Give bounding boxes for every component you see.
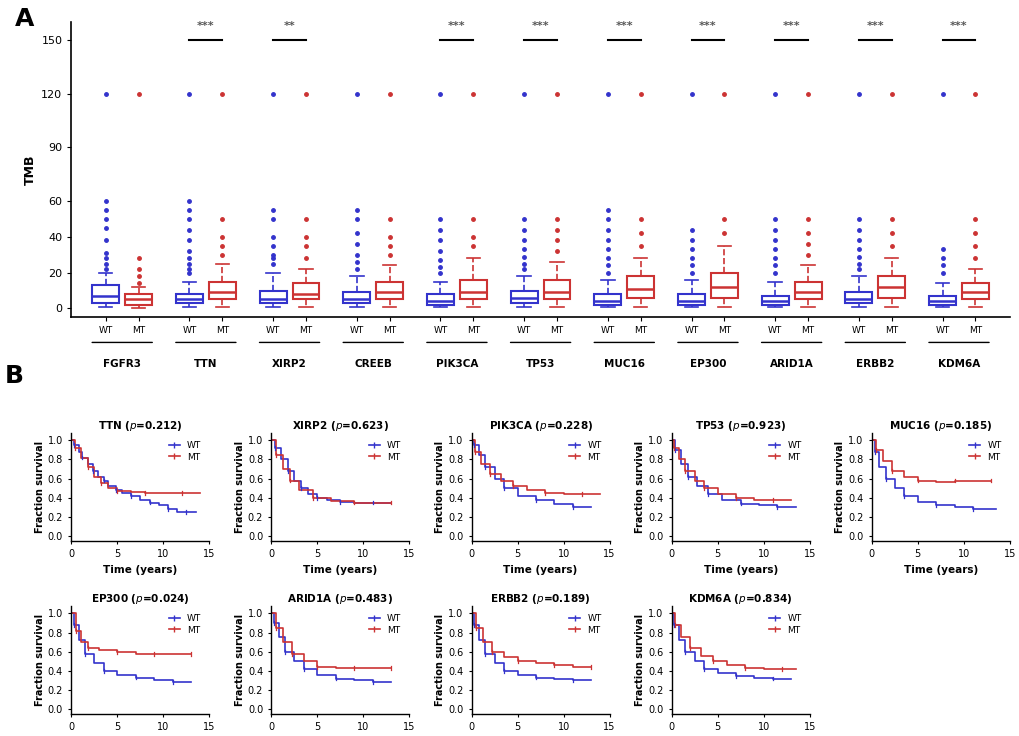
PathPatch shape (376, 282, 403, 300)
Legend: WT, MT: WT, MT (965, 437, 1005, 465)
X-axis label: Time (years): Time (years) (903, 565, 977, 575)
Text: TP53: TP53 (526, 358, 554, 369)
Text: ***: *** (531, 21, 549, 31)
Text: XIRP2: XIRP2 (272, 358, 307, 369)
X-axis label: Time (years): Time (years) (303, 565, 377, 575)
Title: MUC16 ($p$=0.185): MUC16 ($p$=0.185) (889, 419, 991, 433)
Title: XIRP2 ($p$=0.623): XIRP2 ($p$=0.623) (291, 419, 388, 433)
Title: TTN ($p$=0.212): TTN ($p$=0.212) (98, 419, 182, 433)
Y-axis label: Fraction survival: Fraction survival (234, 441, 245, 533)
Y-axis label: Fraction survival: Fraction survival (835, 441, 845, 533)
Legend: WT, MT: WT, MT (365, 610, 405, 638)
PathPatch shape (125, 294, 152, 305)
PathPatch shape (678, 294, 704, 305)
Text: ***: *** (614, 21, 633, 31)
Y-axis label: Fraction survival: Fraction survival (234, 614, 245, 706)
Text: TTN: TTN (194, 358, 217, 369)
Y-axis label: Fraction survival: Fraction survival (35, 614, 45, 706)
X-axis label: Time (years): Time (years) (103, 565, 177, 575)
Text: ERBB2: ERBB2 (855, 358, 894, 369)
PathPatch shape (93, 285, 119, 303)
Text: CREEB: CREEB (354, 358, 391, 369)
PathPatch shape (627, 276, 653, 297)
Text: ***: *** (866, 21, 883, 31)
Legend: WT, MT: WT, MT (565, 437, 604, 465)
PathPatch shape (961, 283, 987, 300)
PathPatch shape (460, 280, 486, 300)
X-axis label: Time (years): Time (years) (703, 565, 777, 575)
Text: B: B (5, 364, 24, 389)
PathPatch shape (928, 296, 955, 305)
Legend: WT, MT: WT, MT (365, 437, 405, 465)
Y-axis label: Fraction survival: Fraction survival (635, 614, 645, 706)
Y-axis label: Fraction survival: Fraction survival (35, 441, 45, 533)
Text: MUC16: MUC16 (603, 358, 644, 369)
PathPatch shape (877, 276, 904, 297)
PathPatch shape (292, 283, 319, 300)
Text: ARID1A: ARID1A (769, 358, 813, 369)
Text: KDM6A: KDM6A (936, 358, 979, 369)
Legend: WT, MT: WT, MT (165, 437, 205, 465)
Title: TP53 ($p$=0.923): TP53 ($p$=0.923) (694, 419, 786, 433)
Text: ***: *** (698, 21, 716, 31)
Title: KDM6A ($p$=0.834): KDM6A ($p$=0.834) (688, 592, 792, 606)
Y-axis label: Fraction survival: Fraction survival (635, 441, 645, 533)
Text: EP300: EP300 (689, 358, 726, 369)
Legend: WT, MT: WT, MT (565, 610, 604, 638)
X-axis label: Time (years): Time (years) (503, 565, 577, 575)
Legend: WT, MT: WT, MT (765, 437, 804, 465)
PathPatch shape (761, 296, 788, 305)
Text: ***: *** (197, 21, 214, 31)
Legend: WT, MT: WT, MT (765, 610, 804, 638)
Title: ERBB2 ($p$=0.189): ERBB2 ($p$=0.189) (490, 592, 590, 606)
PathPatch shape (343, 292, 370, 303)
Title: PIK3CA ($p$=0.228): PIK3CA ($p$=0.228) (488, 419, 592, 433)
Text: ***: *** (950, 21, 967, 31)
Title: EP300 ($p$=0.024): EP300 ($p$=0.024) (91, 592, 190, 606)
Text: PIK3CA: PIK3CA (435, 358, 478, 369)
PathPatch shape (543, 280, 570, 300)
PathPatch shape (511, 291, 537, 303)
Legend: WT, MT: WT, MT (165, 610, 205, 638)
Title: ARID1A ($p$=0.483): ARID1A ($p$=0.483) (287, 592, 393, 606)
PathPatch shape (794, 282, 820, 300)
PathPatch shape (209, 282, 235, 300)
PathPatch shape (710, 272, 737, 297)
Y-axis label: Fraction survival: Fraction survival (435, 614, 444, 706)
Text: A: A (15, 7, 35, 32)
Text: ***: *** (447, 21, 466, 31)
Text: **: ** (283, 21, 296, 31)
PathPatch shape (176, 294, 203, 303)
Y-axis label: Fraction survival: Fraction survival (435, 441, 444, 533)
PathPatch shape (845, 292, 871, 303)
PathPatch shape (427, 294, 453, 305)
PathPatch shape (594, 294, 621, 305)
Y-axis label: TMB: TMB (24, 155, 37, 185)
Text: ***: *** (782, 21, 800, 31)
Text: FGFR3: FGFR3 (103, 358, 141, 369)
PathPatch shape (260, 291, 286, 303)
